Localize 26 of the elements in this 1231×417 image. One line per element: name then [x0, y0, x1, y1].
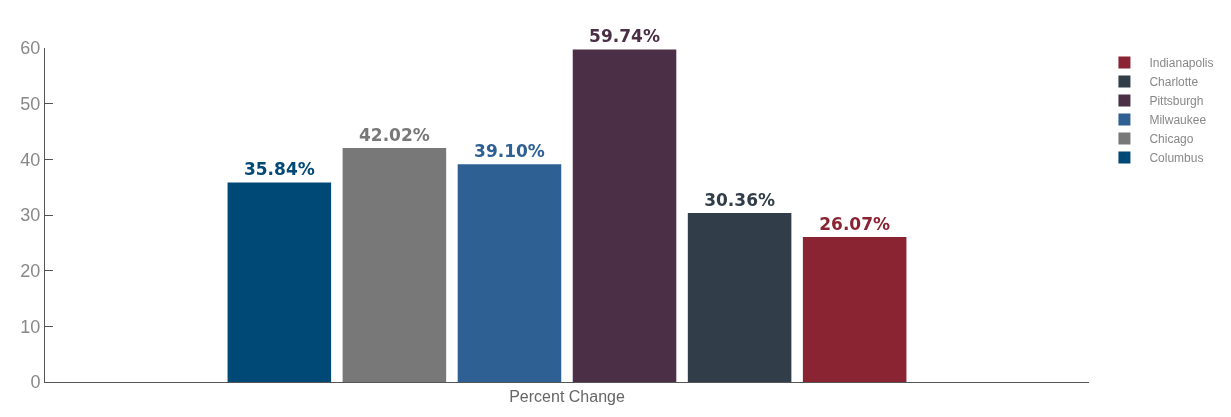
bar [572, 49, 677, 382]
bar [687, 213, 792, 382]
data-label: 42.02% [358, 125, 430, 146]
y-tick-label: 50 [20, 93, 41, 114]
legend-label: Milwaukee [1149, 113, 1207, 128]
legend-label: Chicago [1149, 132, 1194, 147]
data-label: 35.84% [243, 159, 315, 180]
legend-label: Columbus [1149, 151, 1204, 166]
legend-label: Charlotte [1149, 75, 1199, 90]
legend-label: Pittsburgh [1149, 94, 1204, 109]
bar [457, 164, 562, 382]
legend-label: Indianapolis [1149, 56, 1214, 71]
data-label: 26.07% [819, 213, 891, 234]
x-tick-label: Percent Change [509, 388, 625, 406]
y-tick-label: 60 [20, 38, 41, 59]
y-tick-label: 0 [30, 372, 41, 393]
data-label: 59.74% [589, 26, 660, 47]
data-label: 39.10% [474, 141, 545, 162]
y-tick-label: 10 [20, 316, 41, 337]
bar [342, 148, 447, 382]
y-tick-label: 30 [20, 205, 41, 226]
y-tick-label: 20 [20, 260, 41, 281]
bar [227, 182, 332, 382]
data-label: 30.36% [704, 190, 776, 210]
y-tick-label: 40 [20, 149, 41, 170]
bar [802, 236, 907, 382]
